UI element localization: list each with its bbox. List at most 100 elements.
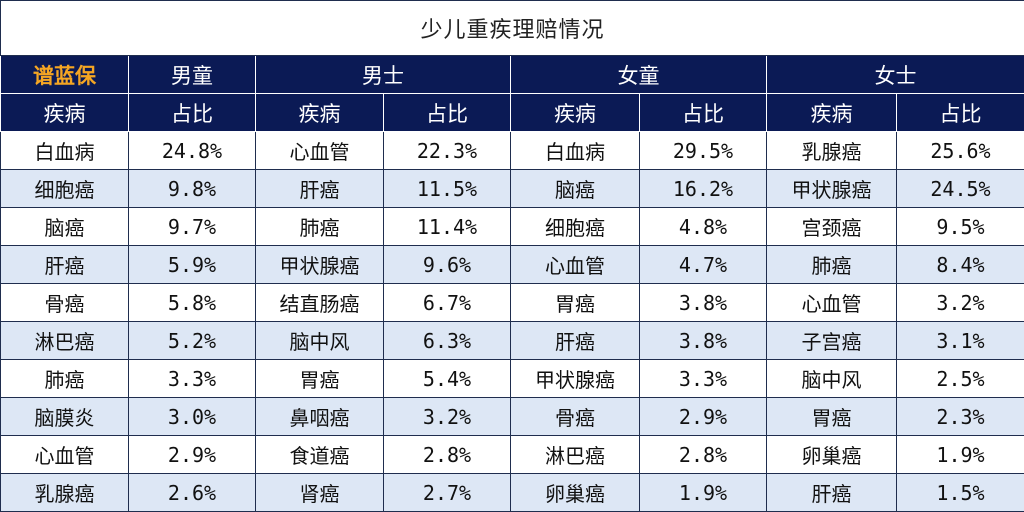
disease-cell: 胃癌 [767,398,897,436]
disease-cell: 骨癌 [511,398,640,436]
disease-cell: 胃癌 [511,284,640,322]
share-cell: 3.2% [897,284,1024,322]
disease-cell: 脑中风 [256,322,384,360]
column-header-share: 占比 [129,94,256,132]
disease-cell: 甲状腺癌 [767,170,897,208]
share-cell: 2.9% [129,436,256,474]
share-cell: 2.3% [897,398,1024,436]
share-cell: 3.1% [897,322,1024,360]
share-cell: 3.0% [129,398,256,436]
brand-label: 谱蓝保 [1,56,129,94]
disease-cell: 宫颈癌 [767,208,897,246]
share-cell: 24.8% [129,132,256,170]
disease-cell: 肝癌 [256,170,384,208]
share-cell: 3.8% [640,322,767,360]
disease-cell: 脑癌 [511,170,640,208]
share-cell: 3.3% [129,360,256,398]
share-cell: 5.2% [129,322,256,360]
disease-cell: 心血管 [1,436,129,474]
disease-cell: 骨癌 [1,284,129,322]
share-cell: 24.5% [897,170,1024,208]
share-cell: 29.5% [640,132,767,170]
share-cell: 16.2% [640,170,767,208]
share-cell: 2.5% [897,360,1024,398]
disease-cell: 卵巢癌 [767,436,897,474]
share-cell: 3.2% [384,398,511,436]
share-cell: 4.7% [640,246,767,284]
disease-cell: 鼻咽癌 [256,398,384,436]
disease-cell: 淋巴癌 [511,436,640,474]
share-cell: 25.6% [897,132,1024,170]
disease-cell: 细胞癌 [1,170,129,208]
column-header-share: 占比 [640,94,767,132]
disease-cell: 胃癌 [256,360,384,398]
column-header-disease: 疾病 [1,94,129,132]
disease-cell: 结直肠癌 [256,284,384,322]
column-header-disease: 疾病 [767,94,897,132]
disease-cell: 肝癌 [1,246,129,284]
share-cell: 9.7% [129,208,256,246]
group-header-men: 男士 [256,56,511,94]
disease-cell: 淋巴癌 [1,322,129,360]
group-header-girls: 女童 [511,56,767,94]
disease-cell: 脑癌 [1,208,129,246]
share-cell: 1.9% [897,436,1024,474]
disease-cell: 乳腺癌 [1,474,129,512]
column-header-disease: 疾病 [511,94,640,132]
share-cell: 6.7% [384,284,511,322]
disease-cell: 肺癌 [767,246,897,284]
share-cell: 9.6% [384,246,511,284]
share-cell: 9.8% [129,170,256,208]
disease-cell: 心血管 [256,132,384,170]
share-cell: 5.9% [129,246,256,284]
share-cell: 3.8% [640,284,767,322]
share-cell: 5.4% [384,360,511,398]
column-header-share: 占比 [384,94,511,132]
share-cell: 3.3% [640,360,767,398]
disease-cell: 白血病 [1,132,129,170]
disease-cell: 食道癌 [256,436,384,474]
share-cell: 1.5% [897,474,1024,512]
disease-cell: 肺癌 [1,360,129,398]
share-cell: 2.9% [640,398,767,436]
column-header-share: 占比 [897,94,1024,132]
share-cell: 11.5% [384,170,511,208]
disease-cell: 甲状腺癌 [256,246,384,284]
share-cell: 5.8% [129,284,256,322]
share-cell: 2.7% [384,474,511,512]
disease-cell: 心血管 [767,284,897,322]
disease-cell: 肝癌 [767,474,897,512]
disease-cell: 肺癌 [256,208,384,246]
column-header-disease: 疾病 [256,94,384,132]
disease-cell: 脑膜炎 [1,398,129,436]
share-cell: 6.3% [384,322,511,360]
share-cell: 2.8% [640,436,767,474]
disease-cell: 肝癌 [511,322,640,360]
table-title: 少儿重疾理赔情况 [1,1,1024,56]
disease-cell: 细胞癌 [511,208,640,246]
disease-cell: 卵巢癌 [511,474,640,512]
disease-cell: 子宫癌 [767,322,897,360]
disease-cell: 心血管 [511,246,640,284]
group-header-boys: 男童 [129,56,256,94]
disease-cell: 乳腺癌 [767,132,897,170]
disease-cell: 脑中风 [767,360,897,398]
share-cell: 9.5% [897,208,1024,246]
share-cell: 1.9% [640,474,767,512]
share-cell: 22.3% [384,132,511,170]
disease-cell: 白血病 [511,132,640,170]
share-cell: 4.8% [640,208,767,246]
disease-cell: 肾癌 [256,474,384,512]
share-cell: 11.4% [384,208,511,246]
share-cell: 2.6% [129,474,256,512]
